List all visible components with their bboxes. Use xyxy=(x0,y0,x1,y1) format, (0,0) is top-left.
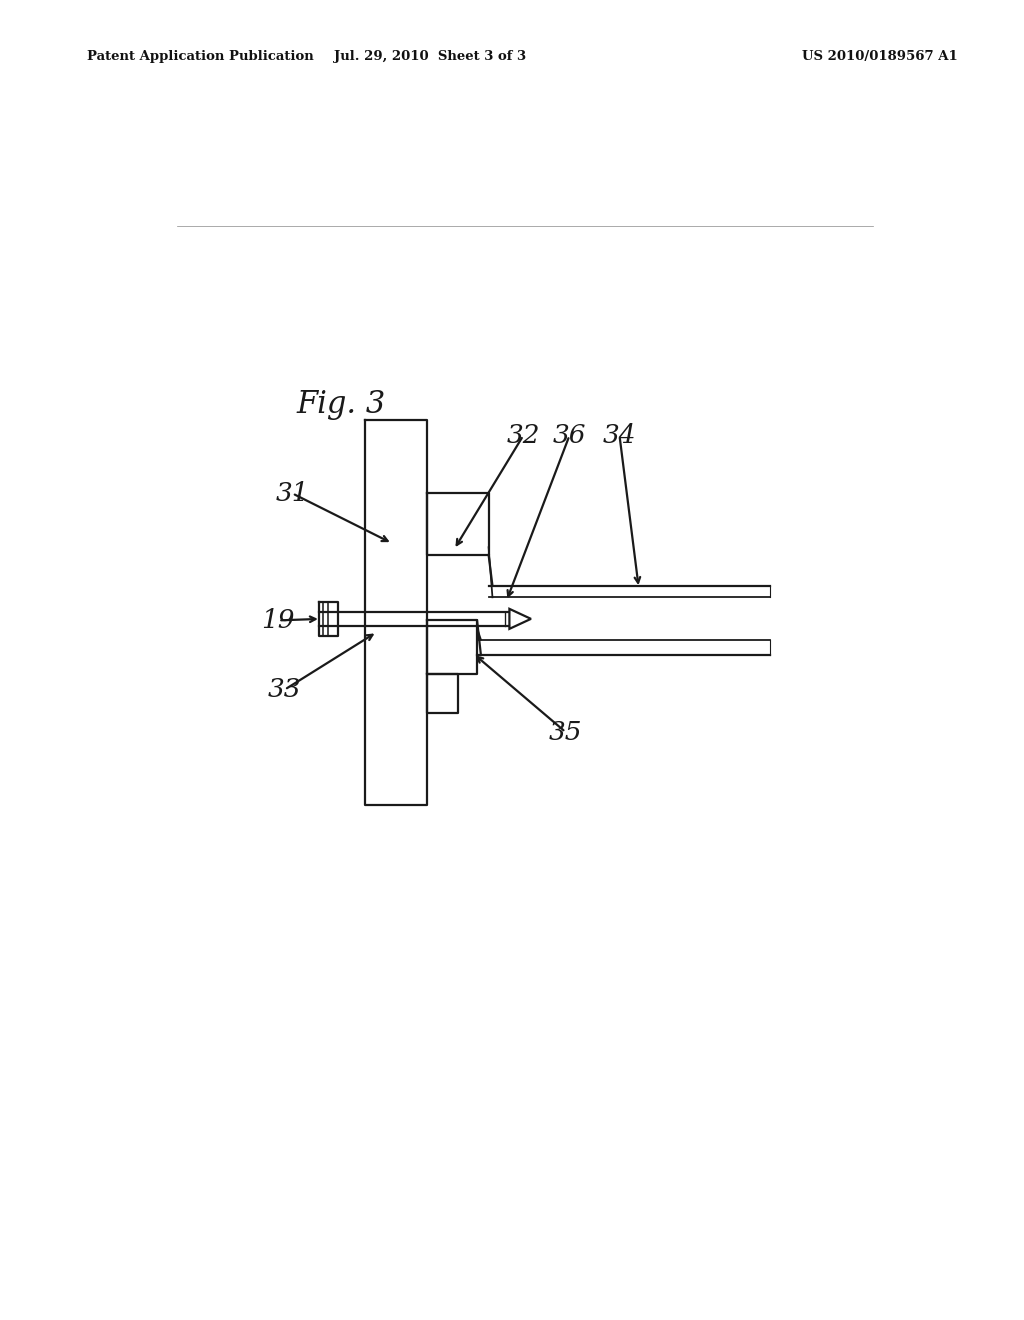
Text: 31: 31 xyxy=(275,480,309,506)
Text: 36: 36 xyxy=(553,424,586,447)
Text: 33: 33 xyxy=(268,677,301,702)
Text: 19: 19 xyxy=(262,609,295,632)
Text: 34: 34 xyxy=(603,424,636,447)
Text: 35: 35 xyxy=(549,719,583,744)
Text: 32: 32 xyxy=(507,424,540,447)
Text: Patent Application Publication: Patent Application Publication xyxy=(87,50,313,63)
Text: US 2010/0189567 A1: US 2010/0189567 A1 xyxy=(802,50,957,63)
Text: Jul. 29, 2010  Sheet 3 of 3: Jul. 29, 2010 Sheet 3 of 3 xyxy=(334,50,526,63)
Text: Fig. 3: Fig. 3 xyxy=(296,389,385,420)
